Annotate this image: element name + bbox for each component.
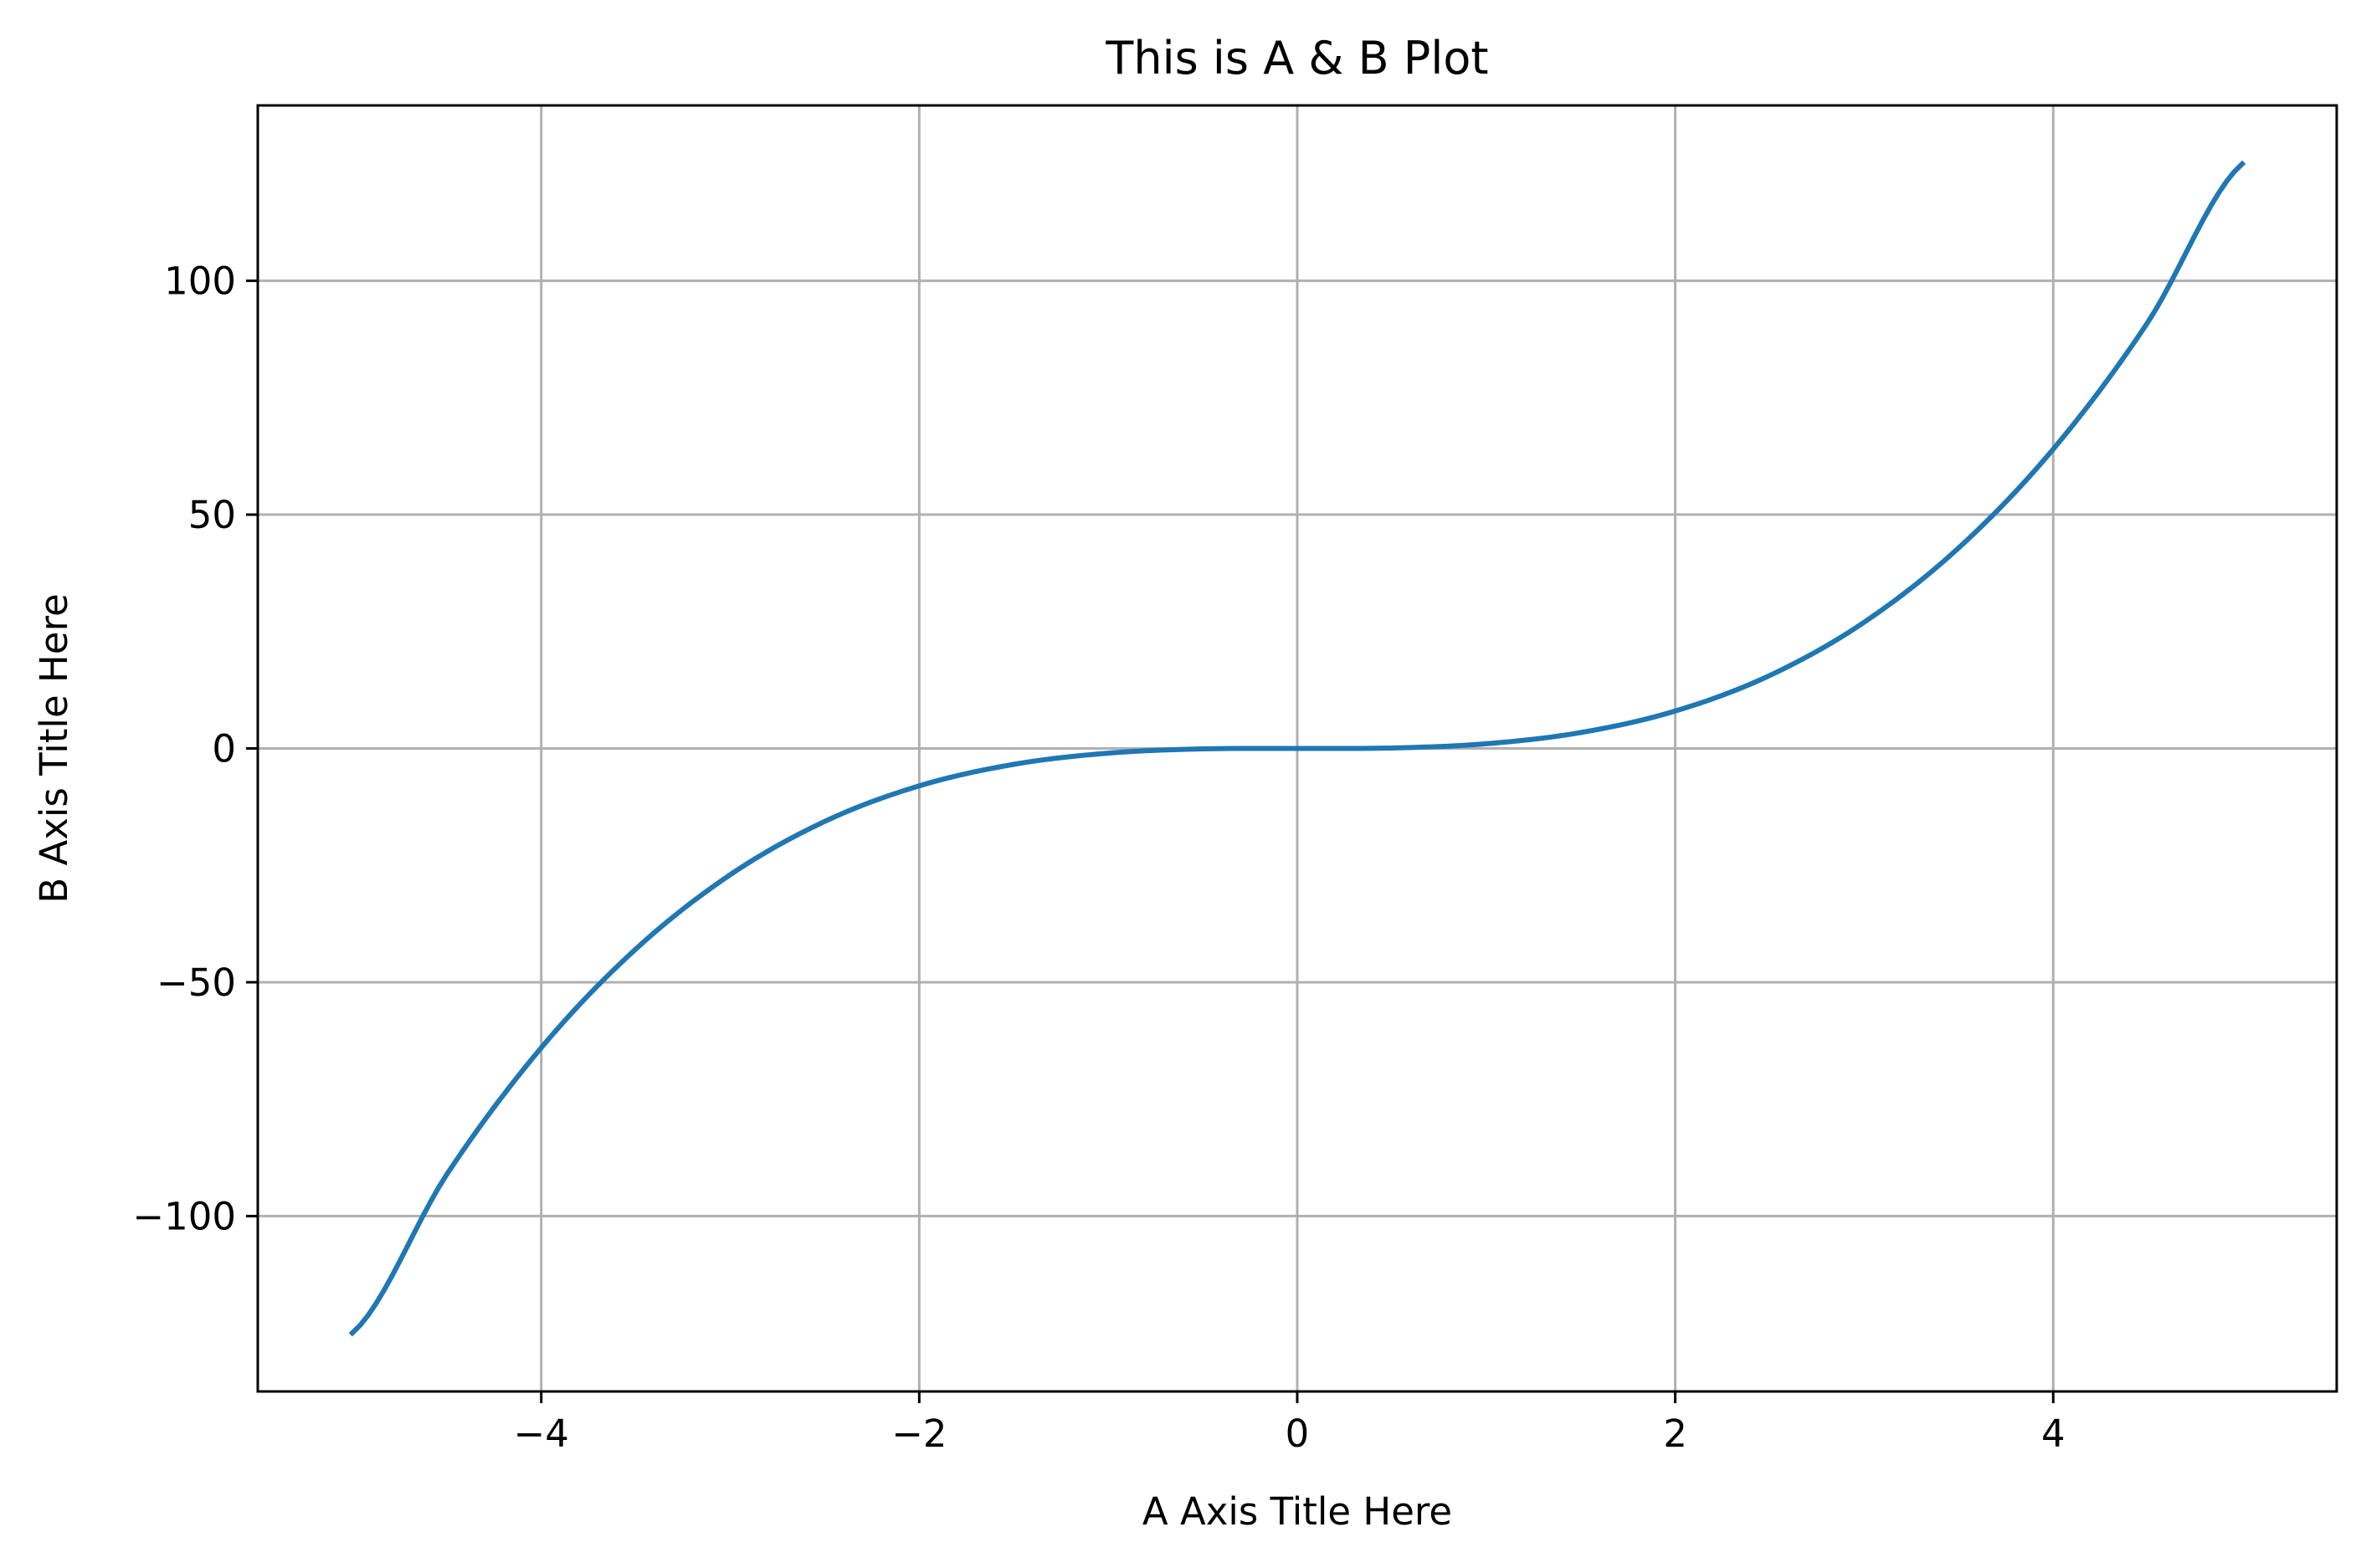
y-tick-label: 0 xyxy=(212,727,236,771)
x-tick-label: 2 xyxy=(1663,1412,1687,1456)
x-tick-label: 4 xyxy=(2041,1412,2066,1456)
x-axis-label: A Axis Title Here xyxy=(1142,1489,1452,1534)
x-tick-label: −4 xyxy=(514,1412,569,1456)
y-axis-label: B Axis Title Here xyxy=(32,593,76,903)
x-axis-ticks: −4 −2 0 2 4 xyxy=(514,1391,2066,1456)
y-tick-label: −100 xyxy=(132,1194,236,1238)
y-tick-label: −50 xyxy=(157,961,236,1005)
series-line xyxy=(348,160,2246,1337)
series-layer xyxy=(348,160,2246,1337)
x-tick-label: 0 xyxy=(1286,1412,1310,1456)
y-tick-label: 50 xyxy=(188,493,236,537)
y-tick-label: 100 xyxy=(164,259,236,304)
chart-title: This is A & B Plot xyxy=(1105,32,1488,85)
x-tick-label: −2 xyxy=(891,1412,947,1456)
y-axis-ticks: −100 −50 0 50 100 xyxy=(132,259,258,1238)
